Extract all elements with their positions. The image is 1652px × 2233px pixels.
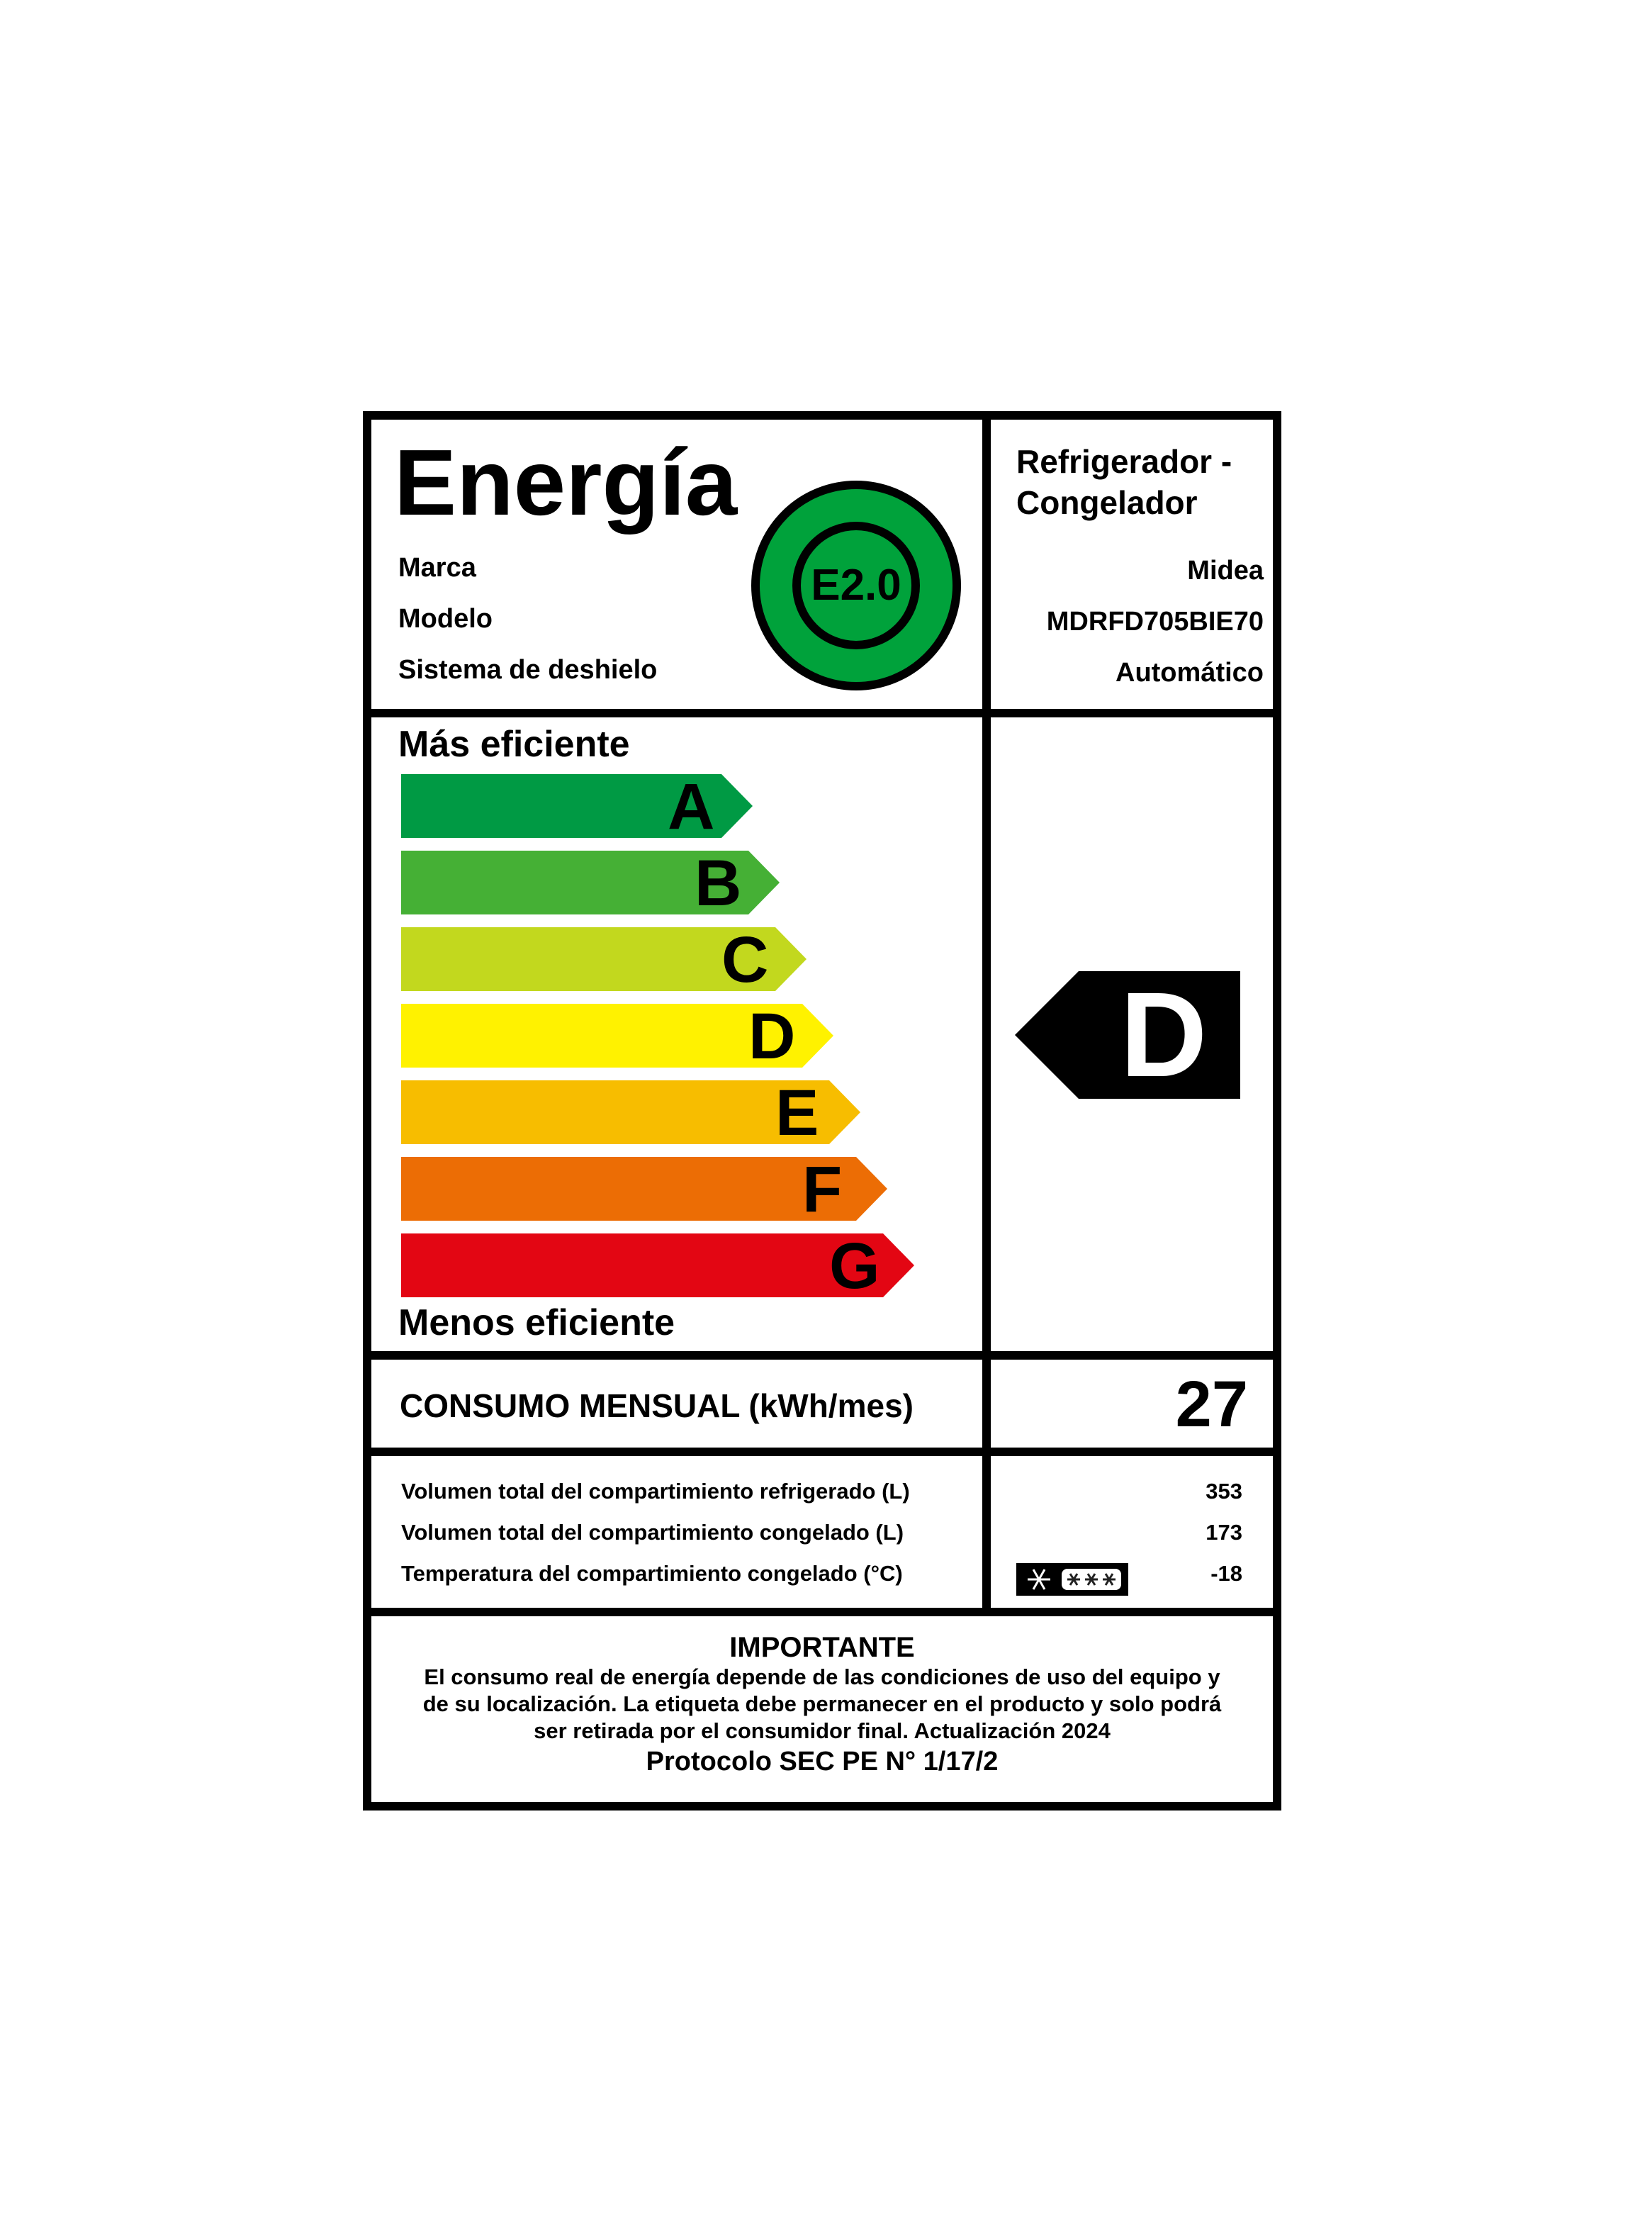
- brand-value: Midea: [1187, 556, 1264, 586]
- brand-label: Marca: [398, 553, 476, 583]
- product-type-line1: Refrigerador -: [1016, 443, 1232, 480]
- notice-title: IMPORTANTE: [729, 1632, 915, 1663]
- protocol: Protocolo SEC PE N° 1/17/2: [646, 1747, 999, 1776]
- model-value: MDRFD705BIE70: [1046, 607, 1264, 637]
- rating-letter: D: [1120, 968, 1208, 1102]
- spec-value: 353: [1206, 1479, 1242, 1504]
- defrost-value: Automático: [1116, 658, 1264, 688]
- efficiency-letter: A: [668, 771, 715, 843]
- spec-label: Volumen total del compartimiento refrige…: [401, 1479, 910, 1504]
- four-star-freezer-icon: [1016, 1563, 1128, 1599]
- energy-label-frame: [363, 411, 1281, 1811]
- notice-line: El consumo real de energía depende de la…: [424, 1664, 1220, 1689]
- efficiency-bar-b: B: [401, 848, 780, 919]
- label-title: Energía: [394, 430, 738, 535]
- efficiency-bar-g: G: [401, 1231, 914, 1302]
- efficiency-letter: E: [775, 1077, 819, 1149]
- efficiency-bar-e: E: [401, 1078, 860, 1148]
- notice-line: de su localización. La etiqueta debe per…: [422, 1691, 1222, 1716]
- efficiency-letter: G: [829, 1230, 880, 1302]
- efficiency-bar-c: C: [401, 924, 807, 995]
- model-label: Modelo: [398, 604, 493, 634]
- e2-badge: E2.0: [751, 481, 961, 690]
- spec-label: Temperatura del compartimiento congelado…: [401, 1561, 903, 1586]
- divider: [363, 1351, 1281, 1360]
- efficiency-letter: F: [802, 1153, 843, 1226]
- efficiency-letter: B: [695, 847, 742, 919]
- consumption-label: CONSUMO MENSUAL (kWh/mes): [400, 1387, 914, 1424]
- efficiency-letter: C: [721, 924, 769, 996]
- divider: [363, 1608, 1281, 1616]
- divider: [363, 1448, 1281, 1456]
- column-divider: [982, 411, 991, 1612]
- spec-value: -18: [1210, 1561, 1242, 1586]
- efficiency-bar-a: A: [401, 771, 753, 842]
- efficiency-letter: D: [748, 1000, 796, 1073]
- defrost-label: Sistema de deshielo: [398, 655, 658, 685]
- notice-line: ser retirada por el consumidor final. Ac…: [534, 1718, 1111, 1743]
- least-efficient-label: Menos eficiente: [398, 1302, 675, 1343]
- badge-text: E2.0: [811, 561, 901, 610]
- efficiency-bar-d: D: [401, 1001, 833, 1072]
- efficiency-bar-f: F: [401, 1154, 887, 1225]
- product-type-line2: Congelador: [1016, 484, 1198, 521]
- consumption-value: 27: [1175, 1368, 1248, 1440]
- spec-value: 173: [1206, 1520, 1242, 1545]
- divider: [363, 709, 1281, 717]
- most-efficient-label: Más eficiente: [398, 724, 630, 765]
- spec-label: Volumen total del compartimiento congela…: [401, 1520, 904, 1545]
- rating-arrow: D: [1015, 971, 1240, 1099]
